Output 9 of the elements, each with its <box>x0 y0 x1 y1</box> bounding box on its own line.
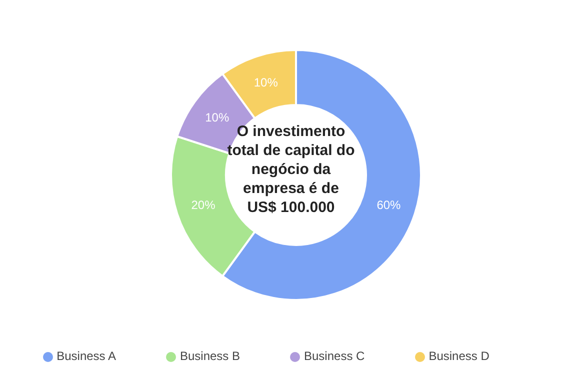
legend-label: Business D <box>428 349 490 363</box>
data-label: 60% <box>376 198 402 212</box>
data-label: 10% <box>254 75 278 90</box>
legend-label: Business B <box>180 349 240 363</box>
legend-label: Business C <box>304 349 365 363</box>
legend-label: Business A <box>56 349 116 363</box>
data-label: 20% <box>191 198 216 212</box>
text: O investimento total de capital do negócio da empresa é de US$ 100.000 <box>227 123 355 216</box>
data-label: 10% <box>205 110 230 125</box>
